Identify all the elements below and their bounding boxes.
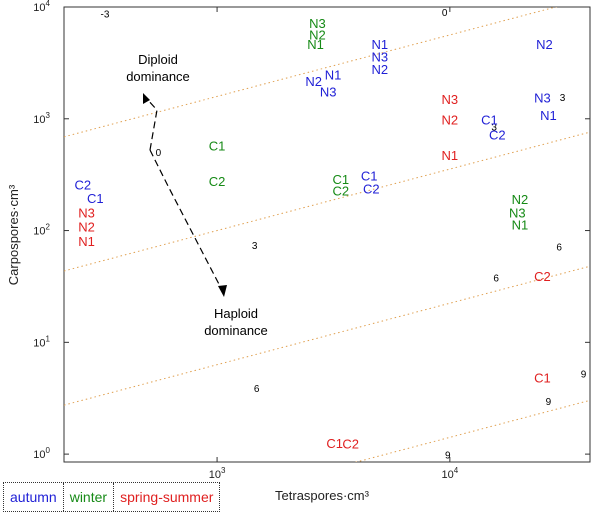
x-tick-label: 104 (442, 466, 459, 481)
data-point-winter: C2 (209, 174, 226, 189)
legend: autumn winter spring-summer (3, 482, 221, 512)
contour-line (64, 7, 558, 138)
contour-label: 0 (156, 148, 162, 159)
data-point-autumn: C2 (489, 128, 506, 143)
x-tick-label: 103 (209, 466, 226, 481)
contour-label: 0 (442, 8, 448, 19)
data-point-autumn: N2 (371, 62, 388, 77)
y-tick-label: 103 (33, 111, 50, 126)
haploid-line1: Haploid (214, 306, 258, 321)
data-point-spring-summer: C1 (326, 436, 343, 451)
data-point-winter: C1 (209, 138, 226, 153)
haploid-arrowhead (218, 285, 227, 297)
y-tick-label: 102 (33, 223, 50, 238)
diploid-line1: Diploid (138, 52, 178, 67)
data-point-winter: N1 (307, 37, 324, 52)
contour-lines (64, 0, 590, 462)
data-point-winter: N3 (509, 206, 526, 221)
data-point-spring-summer: C2 (342, 437, 359, 452)
x-axis-label: Tetraspores·cm³ (275, 488, 370, 503)
contour-line (64, 0, 590, 3)
contour-label: 9 (546, 397, 552, 408)
dominance-arrows (143, 93, 227, 297)
plot-area (63, 6, 591, 463)
data-point-autumn: N1 (371, 37, 388, 52)
data-point-winter: N3 (309, 16, 326, 31)
contour-label: 9 (581, 370, 587, 381)
data-point-winter: N2 (309, 27, 326, 42)
haploid-arrow (149, 149, 223, 291)
data-point-autumn: C1 (481, 113, 498, 128)
contour-label: 6 (254, 384, 260, 395)
contour-label: 3 (491, 122, 497, 133)
contour-label: 3 (560, 93, 566, 104)
contour-label: 6 (556, 243, 562, 254)
contour-label: 9 (445, 451, 451, 462)
diploid-annotation: Diploid dominance (126, 52, 190, 84)
data-point-spring-summer: N1 (442, 148, 459, 163)
data-point-autumn: N1 (540, 108, 557, 123)
y-tick-label: 104 (33, 0, 50, 14)
data-point-autumn: N3 (534, 91, 551, 106)
contour-labels: -3 0 0 3 3 3 6 6 6 9 9 9 (101, 8, 587, 462)
diploid-arrowhead (143, 93, 150, 104)
legend-autumn: autumn (10, 489, 57, 505)
data-point-spring-summer: N1 (78, 234, 95, 249)
data-point-spring-summer: N3 (442, 92, 459, 107)
data-point-autumn: N1 (325, 68, 342, 83)
contour-label: 3 (252, 241, 258, 252)
y-axis-label: Carpospores·cm³ (6, 184, 21, 285)
diploid-line2: dominance (126, 69, 190, 84)
data-point-autumn: N2 (305, 74, 322, 89)
data-point-autumn: N3 (371, 49, 388, 64)
data-point-autumn: N2 (536, 37, 553, 52)
contour-line (64, 265, 590, 406)
data-point-spring-summer: N3 (78, 206, 95, 221)
data-point-winter: C2 (332, 184, 349, 199)
y-tick-label: 101 (33, 334, 50, 349)
data-point-spring-summer: C1 (534, 370, 551, 385)
contour-label: -3 (101, 10, 110, 21)
data-point-autumn: C2 (75, 178, 92, 193)
legend-winter: winter (62, 483, 113, 511)
data-points: C2C1N1N3N2N1N2N3C1C2C1C2N2N3N1N3N2N1C1C2… (75, 16, 557, 452)
data-point-winter: C1 (332, 172, 349, 187)
haploid-line2: dominance (204, 323, 268, 338)
data-point-spring-summer: C2 (534, 269, 551, 284)
data-point-winter: N1 (512, 217, 529, 232)
contour-line (64, 131, 590, 272)
data-point-autumn: C2 (363, 182, 380, 197)
haploid-annotation: Haploid dominance (204, 306, 268, 338)
data-point-autumn: C1 (87, 191, 104, 206)
data-point-winter: N2 (512, 192, 529, 207)
data-point-spring-summer: N2 (78, 220, 95, 235)
legend-spring-summer: spring-summer (113, 483, 219, 511)
data-point-spring-summer: N2 (442, 113, 459, 128)
data-point-autumn: N3 (320, 84, 337, 99)
data-point-autumn: C1 (361, 169, 378, 184)
diploid-arrow (145, 97, 158, 151)
contour-label: 6 (493, 273, 499, 284)
y-tick-label: 100 (33, 446, 50, 461)
